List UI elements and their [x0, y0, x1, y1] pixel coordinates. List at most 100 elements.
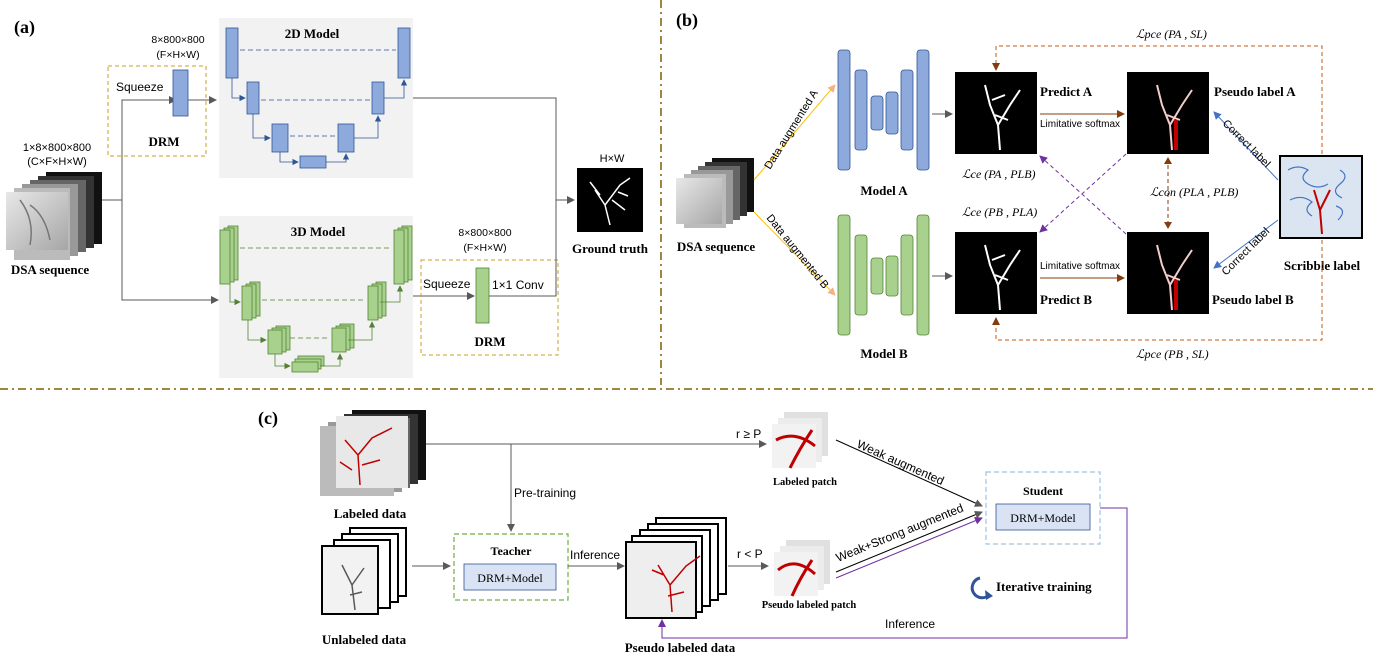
loss-ce-a: ℒce (PA , PLB) — [962, 167, 1036, 181]
correct-label-top: Correct label — [1220, 118, 1273, 171]
student-inner — [995, 503, 1091, 531]
labeled-patch-image — [772, 412, 828, 469]
ground-truth-image — [577, 168, 643, 232]
panel-b-tag: (b) — [676, 10, 698, 31]
drm-top-box — [107, 65, 207, 157]
unet-2d-links — [231, 49, 408, 166]
ground-truth-vessels — [589, 177, 631, 226]
r-lt-p: r < P — [737, 547, 763, 561]
arrow-correct-bottom — [1213, 219, 1279, 269]
model-a-label: Model A — [860, 183, 908, 198]
drm-top-squeeze: Squeeze — [116, 80, 164, 94]
dsa-stack-a — [6, 172, 102, 260]
labeled-data-label: Labeled data — [334, 506, 407, 521]
input-label-b: DSA sequence — [677, 239, 756, 254]
panel-c: (c) Labeled data Unlabeled data r ≥ P Pr… — [258, 408, 1128, 655]
scribble-red — [1313, 189, 1331, 235]
dsa-stack-b — [676, 158, 754, 228]
aug-a-label: Data augmented A — [762, 87, 821, 171]
arrow-weak-strong-aug — [835, 510, 983, 573]
inference-bottom: Inference — [885, 617, 935, 631]
predict-a-image — [955, 72, 1037, 154]
con-arrow-up — [1164, 157, 1172, 164]
inference-top: Inference — [570, 548, 620, 562]
limitative-softmax-top: Limitative softmax — [1040, 119, 1120, 130]
panel-c-tag: (c) — [258, 408, 278, 429]
arrow-aug-b — [753, 211, 836, 296]
panel-a: (a) 1×8×800×800 (C×F×H×W) DSA sequence 8… — [6, 17, 649, 378]
arrow-2d-gt — [413, 97, 575, 204]
output-dims-a: H×W — [600, 153, 625, 165]
arrow-weak-aug — [835, 439, 983, 507]
predict-b-vessels — [984, 244, 1021, 311]
arrow-correct-top — [1213, 111, 1279, 181]
model-b-blocks — [837, 214, 930, 336]
arrow-inference-loop — [658, 507, 1128, 639]
unet-3d — [219, 225, 413, 373]
drm-bottom-conv: 1×1 Conv — [492, 278, 544, 292]
aug-b-label: Data augmented B — [764, 212, 831, 291]
pseudo-labeled-stack — [625, 517, 727, 619]
r-ge-p: r ≥ P — [736, 427, 761, 441]
input-dims-a: 1×8×800×800 — [23, 142, 91, 154]
drm-bottom-box — [420, 259, 559, 356]
arrow-input-split — [102, 96, 177, 201]
drm-top-label: DRM — [148, 134, 179, 149]
student-title: Student — [1023, 484, 1063, 498]
arrow-drm-gt — [489, 200, 557, 297]
predict-a-label: Predict A — [1040, 84, 1093, 99]
correct-label-bottom: Correct label — [1220, 226, 1273, 279]
unet-3d-links — [229, 247, 404, 370]
pseudo-b-image — [1127, 232, 1209, 314]
model-3d-title: 3D Model — [291, 224, 346, 239]
model-2d-title: 2D Model — [285, 26, 340, 41]
loss-con: ℒcon (PLA , PLB) — [1150, 185, 1238, 199]
pseudo-labeled-patch-image — [774, 540, 830, 597]
ce-cross-1 — [1039, 155, 1127, 235]
pce-loop-b — [992, 240, 1323, 341]
pseudo-labeled-data-label: Pseudo labeled data — [625, 640, 736, 655]
drm-top-block — [172, 69, 189, 117]
scribble-loops — [1287, 166, 1346, 221]
drm-top-dims-sub: (F×H×W) — [156, 49, 199, 61]
loss-ce-b: ℒce (PB , PLA) — [962, 205, 1037, 219]
drm-bottom-dims-sub: (F×H×W) — [463, 242, 506, 254]
unlabeled-data-stack — [321, 527, 407, 615]
scribble-label: Scribble label — [1284, 258, 1361, 273]
loss-pce-b: ℒpce (PB , SL) — [1136, 347, 1209, 361]
pretraining-label: Pre-training — [514, 486, 576, 500]
weak-aug-label: Weak augmented — [855, 437, 946, 488]
pseudo-b-vessels — [1156, 244, 1193, 311]
panel-b: (b) DSA sequence Data augmented A Data a… — [676, 10, 1363, 361]
model-a-blocks — [837, 49, 930, 171]
teacher-inner-label: DRM+Model — [477, 571, 543, 585]
input-label-a: DSA sequence — [11, 262, 90, 277]
drm-bottom-dims: 8×800×800 — [458, 227, 511, 239]
unet-2d — [225, 27, 411, 169]
labeled-patch-label: Labeled patch — [773, 477, 837, 488]
con-arrow-down — [1164, 222, 1172, 229]
student-inner-label: DRM+Model — [1010, 511, 1076, 525]
drm-bottom-squeeze: Squeeze — [423, 277, 471, 291]
teacher-inner — [463, 563, 557, 591]
pseudo-a-vessels — [1156, 84, 1193, 151]
predict-a-vessels — [984, 84, 1021, 151]
teacher-box — [453, 533, 569, 601]
iterative-arrowhead — [985, 590, 993, 600]
predict-b-image — [955, 232, 1037, 314]
output-label-a: Ground truth — [572, 241, 649, 256]
arrow-input-3d — [121, 200, 219, 304]
pseudo-a-image — [1127, 72, 1209, 154]
drm-top-dims: 8×800×800 — [151, 34, 204, 46]
iterative-training-label: Iterative training — [996, 579, 1092, 594]
arrow-aug-a — [753, 84, 836, 181]
drm-bottom-block — [475, 267, 490, 324]
input-dims-sub-a: (C×F×H×W) — [27, 156, 87, 168]
arrow-weak-strong-aug-purple — [835, 516, 983, 579]
unlabeled-data-label: Unlabeled data — [322, 632, 407, 647]
drm-bottom-label: DRM — [474, 334, 505, 349]
limitative-softmax-bottom: Limitative softmax — [1040, 261, 1120, 272]
student-box — [985, 471, 1101, 545]
loss-pce-a: ℒpce (PA , SL) — [1136, 27, 1207, 41]
predict-b-label: Predict B — [1040, 292, 1092, 307]
